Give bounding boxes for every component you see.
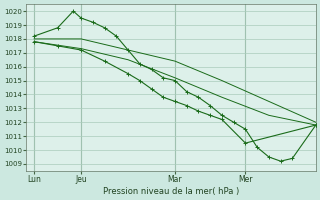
X-axis label: Pression niveau de la mer( hPa ): Pression niveau de la mer( hPa ) (103, 187, 239, 196)
